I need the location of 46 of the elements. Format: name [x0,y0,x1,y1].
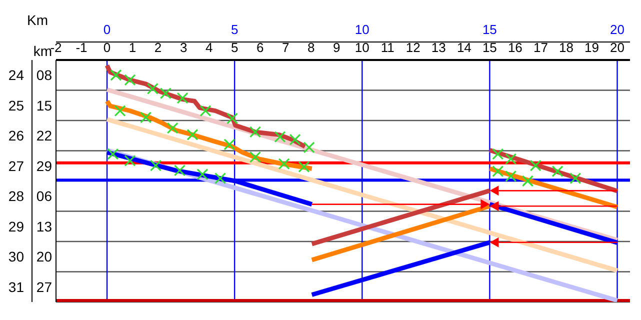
x-tick-label: 19 [584,40,599,55]
x-tick-label: 20 [610,40,624,55]
x-tick-label: 12 [406,40,420,55]
x-tick-label: 3 [180,40,188,55]
x-tick-label: 0 [103,40,111,55]
x-tick-label: -2 [50,40,62,55]
text: 08 [36,67,52,84]
x-tick-label: 13 [431,40,446,55]
x-tick-label: 7 [282,40,290,55]
x-tick-label: 5 [230,40,238,55]
x-tick-label: 8 [307,40,315,55]
y-tick-label: 28 [8,188,24,204]
x-tick-label: 18 [558,40,574,55]
x2-tick-label: 15 [482,22,497,37]
text: 06 [36,188,52,204]
text: 13 [36,218,52,234]
x-tick-label: 11 [380,40,394,55]
x-axis-title: km [33,42,52,59]
y-tick-label: 27 [8,158,24,174]
x-tick-label: 9 [333,40,340,55]
y-tick-label: 24 [8,67,24,84]
x2-tick-label: 5 [230,22,238,37]
y-tick-label: 30 [8,248,24,265]
text: 27 [36,278,52,295]
x-tick-label: 10 [354,40,370,55]
text: 29 [36,158,52,174]
text: 22 [36,128,52,144]
x2-tick-label: 0 [103,22,111,37]
x-tick-label: 16 [508,40,522,55]
y-tick-label: 26 [8,128,24,144]
x-tick-label: 4 [205,40,213,55]
x2-axis-title: Km [27,12,48,28]
x-tick-label: 1 [128,40,136,55]
text: 15 [36,97,52,114]
x2-tick-label: 20 [610,22,624,37]
text: 20 [36,248,52,265]
x-tick-label: 14 [456,40,472,55]
x-tick-label: 17 [533,40,548,55]
x2-tick-label: 10 [354,22,370,37]
x-tick-label: 2 [154,40,162,55]
x-tick-label: 15 [482,40,497,55]
y-tick-label: 25 [8,97,24,114]
y-tick-label: 31 [8,278,24,295]
y-tick-label: 29 [8,218,24,234]
x-tick-label: -1 [76,40,88,55]
x-tick-label: 6 [256,40,264,55]
